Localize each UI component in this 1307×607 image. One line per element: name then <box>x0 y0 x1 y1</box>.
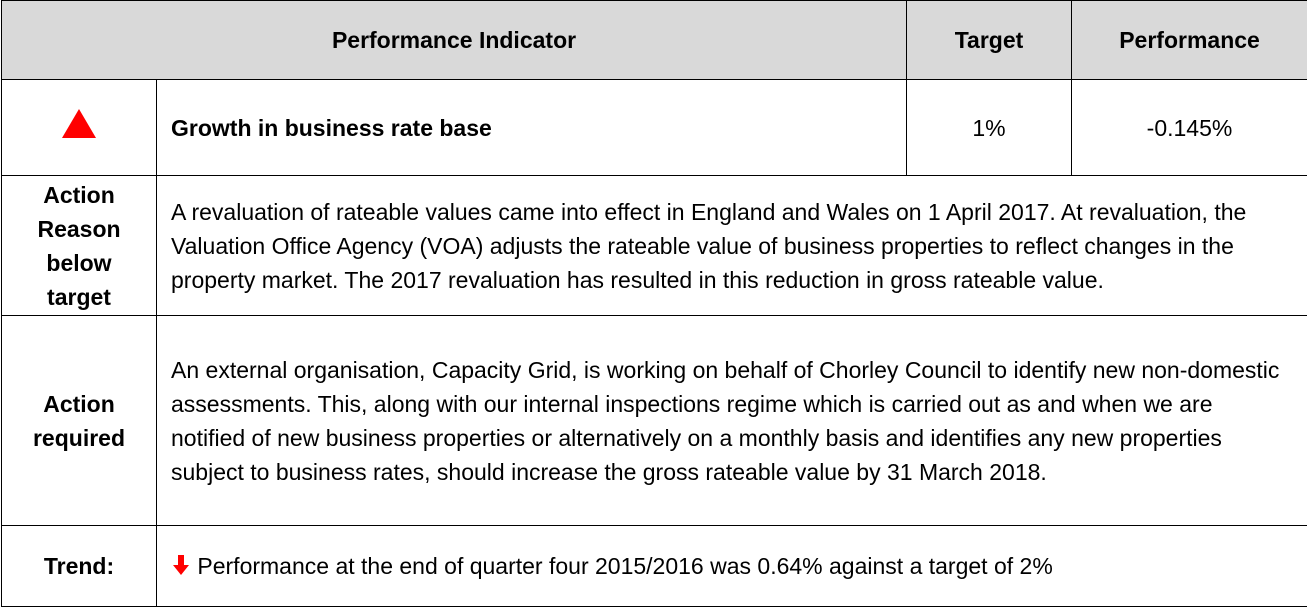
indicator-row: Growth in business rate base 1% -0.145% <box>1 79 1307 176</box>
row-text: An external organisation, Capacity Grid,… <box>155 315 1307 526</box>
row-label: Action required <box>1 315 157 526</box>
performance-value: -0.145% <box>1071 79 1307 176</box>
header-row: Performance Indicator Target Performance <box>0 0 1307 80</box>
label-line: Action <box>43 390 115 417</box>
target-value: 1% <box>906 79 1073 176</box>
row-label: Trend: <box>1 525 157 607</box>
reason-row: Action Reason below target A revaluation of… <box>1 175 1307 316</box>
row-label: Action Reason below target <box>1 175 157 316</box>
red-triangle-icon <box>62 109 96 138</box>
trend-text: Performance at the end of quarter four 2… <box>197 553 1053 579</box>
trend-row: Trend: Performance at the end of quarter… <box>1 525 1307 607</box>
label-line: target <box>47 283 111 310</box>
label-line: Reason <box>37 215 121 242</box>
label-line: Trend: <box>43 553 115 579</box>
header-cell: Target <box>906 0 1073 80</box>
status-cell <box>1 79 157 176</box>
trend-cell: Performance at the end of quarter four 2… <box>155 525 1307 607</box>
header-cell: Performance <box>1071 0 1307 80</box>
indicator-name: Growth in business rate base <box>155 79 908 176</box>
label-line: below <box>46 249 112 276</box>
header-cell: Performance Indicator <box>0 0 908 80</box>
action-row: Action required An external organisation,… <box>1 315 1307 526</box>
label-line: required <box>32 424 126 451</box>
label-line: Action <box>43 181 115 208</box>
row-text: A revaluation of rateable values came in… <box>155 175 1307 316</box>
down-arrow-icon <box>173 555 189 575</box>
